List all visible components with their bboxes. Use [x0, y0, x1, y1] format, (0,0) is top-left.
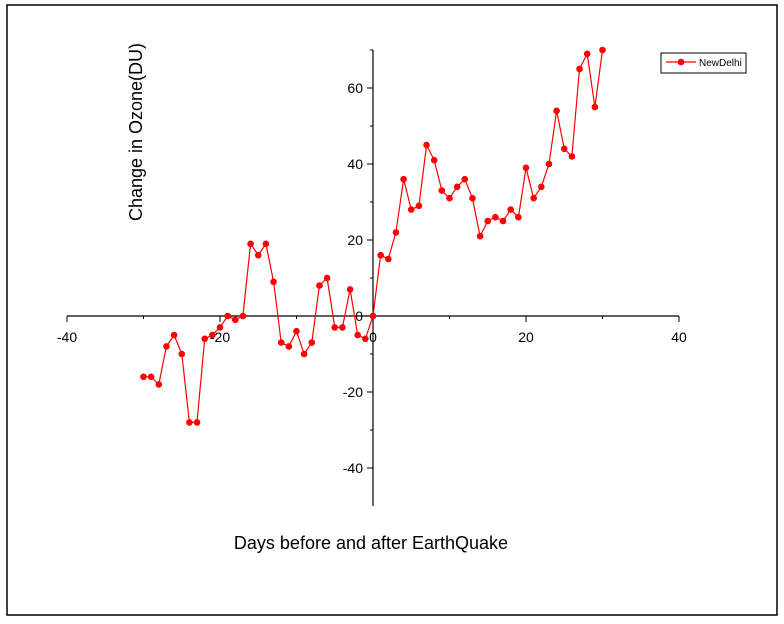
data-point [308, 339, 316, 346]
data-point [476, 232, 484, 240]
data-point [316, 282, 323, 289]
data-point [193, 419, 201, 426]
data-point [400, 175, 407, 183]
data-point [277, 339, 285, 346]
data-point [270, 278, 277, 286]
data-point [415, 202, 423, 210]
data-point [430, 156, 438, 164]
data-point [346, 286, 354, 293]
legend-box [660, 52, 747, 74]
data-point [262, 240, 270, 248]
data-point [392, 229, 400, 236]
x-tick-label: 0 [369, 329, 377, 345]
data-point [377, 251, 384, 259]
data-point [522, 164, 530, 172]
data-point [560, 145, 568, 153]
data-point [293, 327, 300, 335]
data-point [499, 217, 507, 225]
x-tick-label: 40 [671, 329, 687, 345]
y-tick-label: 0 [355, 308, 363, 324]
data-point [369, 312, 377, 320]
data-point [507, 206, 514, 213]
data-point [423, 141, 430, 149]
data-point [530, 194, 537, 202]
data-point [300, 350, 308, 358]
data-point [407, 206, 415, 213]
x-tick-label: 20 [518, 329, 534, 345]
data-point [453, 183, 461, 191]
data-point [323, 274, 331, 282]
legend-marker-swatch [677, 58, 685, 66]
x-axis-label: Days before and after EarthQuake [234, 533, 508, 553]
chart-frame [6, 4, 778, 616]
data-point [583, 50, 591, 58]
data-point [591, 103, 599, 111]
data-point [545, 160, 553, 168]
data-point [599, 46, 606, 54]
data-point [553, 107, 560, 115]
data-point [484, 217, 492, 225]
data-point [331, 324, 339, 331]
data-point [147, 373, 155, 381]
data-point [492, 213, 499, 221]
data-point [186, 419, 193, 426]
data-point [201, 335, 208, 343]
data-point [568, 153, 576, 160]
data-point [354, 331, 362, 339]
y-tick-label: 20 [347, 232, 363, 248]
legend: NewDelhi [660, 52, 747, 74]
y-tick-label: 40 [347, 156, 363, 172]
series-layer [140, 46, 606, 426]
data-point [155, 381, 163, 388]
y-tick-label: -20 [343, 384, 363, 400]
y-tick-label: -40 [343, 460, 363, 476]
data-point [446, 194, 453, 202]
data-point [576, 65, 583, 73]
data-point [469, 194, 476, 202]
data-point [224, 312, 231, 320]
x-tick-label: -40 [57, 329, 77, 345]
data-point [285, 343, 293, 350]
data-point [362, 335, 369, 343]
data-point [163, 343, 170, 350]
legend-label: NewDelhi [699, 58, 742, 69]
data-point [515, 213, 522, 221]
data-point [461, 175, 469, 183]
data-point [170, 331, 178, 339]
data-point [538, 183, 545, 191]
data-point [140, 373, 147, 381]
data-point [239, 312, 247, 320]
data-point [438, 187, 446, 194]
data-point [254, 251, 262, 259]
data-point [178, 350, 186, 358]
data-point [209, 331, 216, 339]
data-point [216, 324, 224, 331]
data-point [385, 255, 392, 263]
y-axis-label: Change in Ozone(DU) [126, 43, 146, 221]
y-tick-label: 60 [347, 80, 363, 96]
data-point [247, 240, 254, 248]
data-point [232, 316, 239, 324]
data-point [339, 324, 346, 331]
